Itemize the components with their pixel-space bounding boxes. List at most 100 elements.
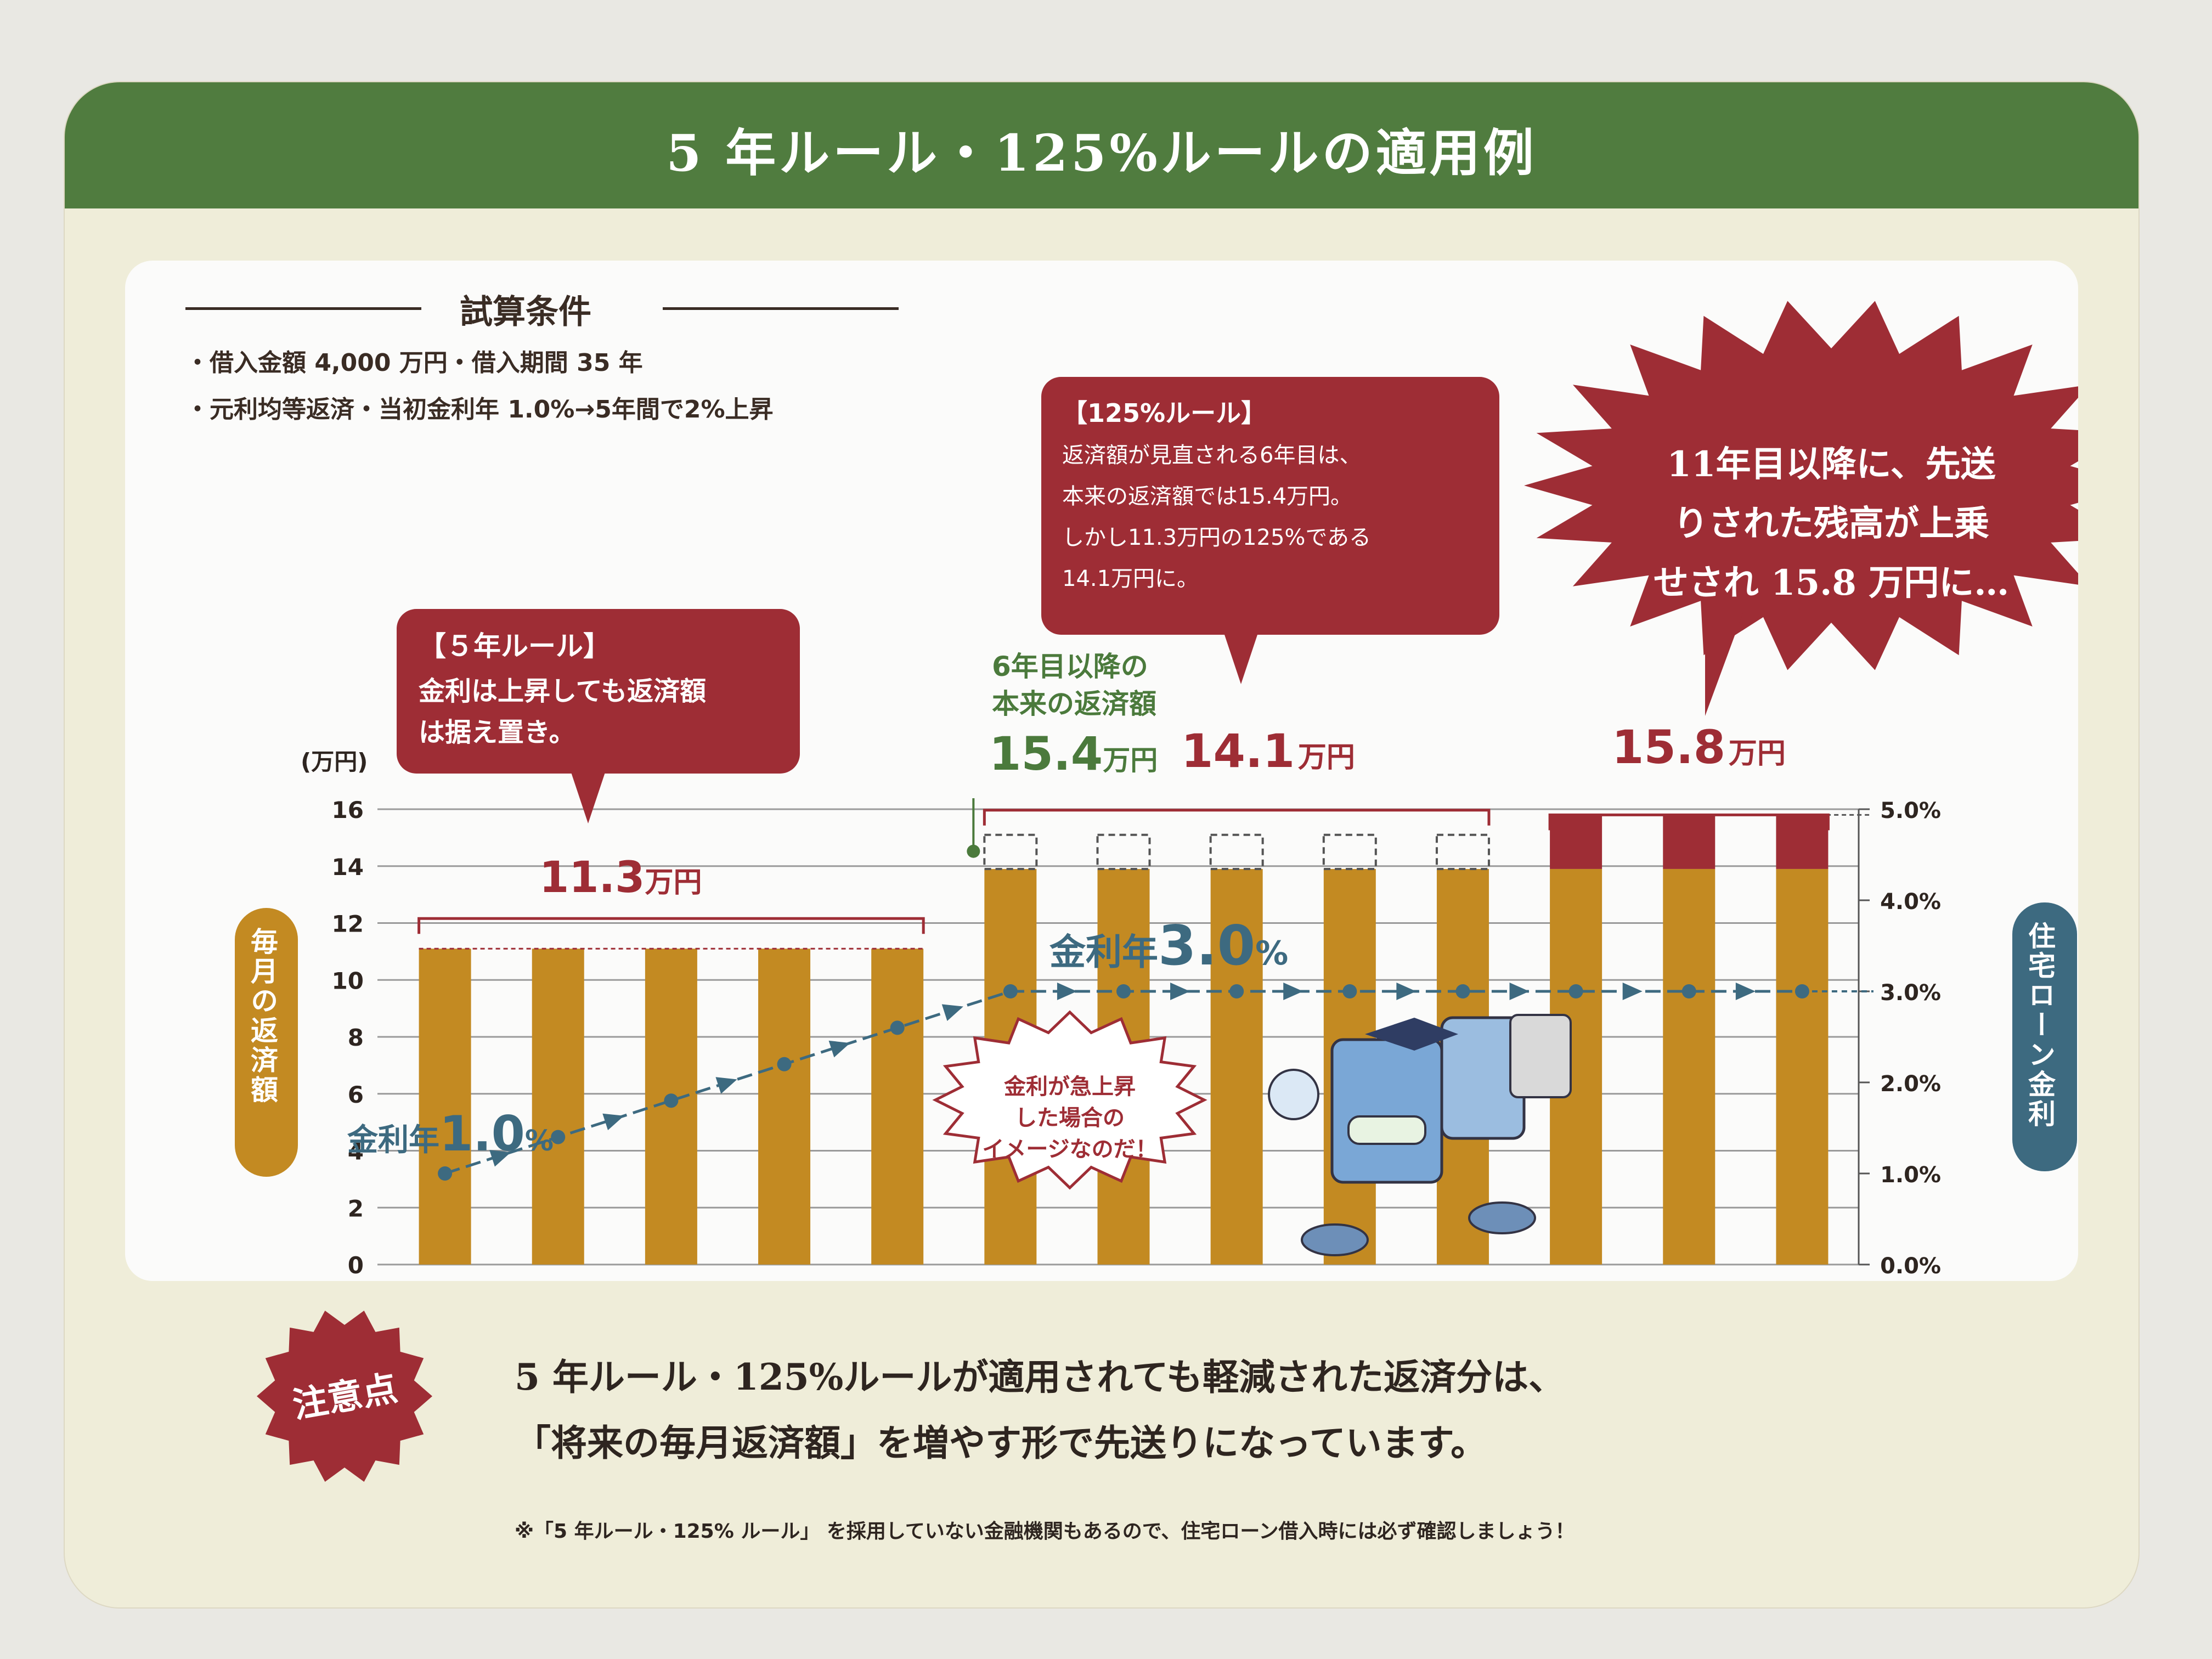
bar-base — [419, 949, 471, 1265]
rule-125-bubble: 【125%ルール】 返済額が見直される6年目は、 本来の返済額では15.4万円。… — [1041, 377, 1499, 635]
conditions-rule-right — [663, 307, 899, 310]
rule-125-line-3: しかし11.3万円の125%である — [1062, 525, 1372, 550]
rate-point — [1003, 984, 1018, 998]
group3-value-label: 15.8 万円 — [1612, 720, 1786, 774]
surprise-text-3: イメージなのだ！ — [982, 1137, 1158, 1162]
mortarboard-icon — [1365, 1018, 1458, 1051]
mascot-character — [1268, 1014, 1572, 1256]
rate-point — [890, 1020, 905, 1035]
burst-line-2: りされた残高が上乗 — [1673, 503, 1989, 544]
original-payment-value: 15.4万円 — [989, 727, 1158, 781]
chart-svg: 02468101214160.0%1.0%2.0%3.0%4.0%5.0%1年目… — [332, 301, 2078, 1279]
rule-125-line-1: 返済額が見直される6年目は、 — [1062, 443, 1362, 468]
original-payment-unit: 万円 — [1103, 744, 1158, 776]
bar-base — [758, 949, 811, 1265]
y2-tick-label: 3.0% — [1880, 980, 1941, 1006]
mascot-foot-right — [1468, 1201, 1536, 1234]
rule-125-title: 【125%ルール】 — [1062, 398, 1267, 428]
conditions-title: 試算条件 — [460, 293, 591, 331]
condition-line-2: ・元利均等返済・当初金利年 1.0%→5年間で2%上昇 — [185, 396, 774, 424]
y2-tick-label: 4.0% — [1880, 889, 1941, 915]
five-year-rule-title: 【５年ルール】 — [419, 630, 611, 662]
y-tick-label: 2 — [348, 1195, 364, 1222]
mascot-mouth — [1347, 1115, 1426, 1145]
surprise-text-2: した場合の — [1015, 1105, 1125, 1131]
rate-point — [1116, 984, 1131, 998]
mascot-foot-left — [1301, 1223, 1369, 1256]
group1-bracket — [417, 917, 925, 934]
rule-125-bubble-tail — [1223, 631, 1259, 684]
surprise-burst — [932, 1010, 1207, 1190]
y-tick-label: 10 — [332, 967, 364, 994]
notice-footnote: ※「5 年ルール・125% ルール」 を採用していない金融機関もあるので、住宅ロ… — [515, 1520, 1575, 1543]
bar-base — [871, 949, 924, 1265]
burst-line-1: 11年目以降に、先送 — [1667, 444, 1996, 485]
group2-value-number: 14.1 — [1181, 724, 1295, 778]
y-axis-pill — [235, 908, 298, 1177]
bar-base — [1776, 868, 1829, 1265]
rate-arrow — [1057, 983, 1077, 1000]
condition-line-1: ・借入金額 4,000 万円・借入期間 35 年 — [185, 349, 643, 377]
notice-badge-shape — [257, 1311, 432, 1482]
rate-point — [551, 1130, 566, 1144]
original-payment-label-2: 本来の返済額 — [992, 688, 1156, 720]
original-payment-number: 15.4 — [989, 727, 1103, 781]
original-payment-label-1: 6年目以降の — [992, 651, 1148, 682]
burst-line-3: せされ 15.8 万円に… — [1653, 562, 2010, 603]
rate-point — [1342, 984, 1357, 998]
group1-value-label: 11.3万円 — [539, 853, 702, 902]
group3-value-unit: 万円 — [1728, 737, 1786, 770]
y2-tick-label: 1.0% — [1880, 1163, 1941, 1188]
rate-point — [1568, 984, 1583, 998]
rate-point — [1795, 984, 1809, 998]
mascot-body — [1330, 1038, 1443, 1184]
rate-point — [1229, 984, 1244, 998]
chart-panel: 02468101214160.0%1.0%2.0%3.0%4.0%5.0%1年目… — [125, 261, 2078, 1281]
group2-value-unit: 万円 — [1297, 741, 1355, 774]
five-year-rule-line-2: は据え置き。 — [419, 717, 575, 748]
burst-tail — [1705, 612, 1743, 716]
bar-base — [532, 949, 584, 1265]
rate-arrow — [1170, 983, 1190, 1000]
bar-base — [1663, 868, 1716, 1265]
group2-value-label: 14.1 万円 — [1181, 724, 1355, 778]
conditions-rule-left — [185, 307, 421, 310]
group1-value-number: 11.3 — [539, 853, 645, 902]
y2-axis-pill — [2012, 902, 2077, 1171]
y-tick-label: 8 — [348, 1024, 364, 1051]
mascot-hand-left — [1268, 1069, 1319, 1120]
y-tick-label: 16 — [332, 797, 364, 823]
group1-value-unit: 万円 — [645, 866, 702, 899]
five-year-rule-bubble: 【５年ルール】 金利は上昇しても返済額 は据え置き。 — [397, 609, 800, 774]
y-tick-label: 0 — [348, 1252, 364, 1279]
y-tick-label: 6 — [348, 1081, 364, 1108]
rate-arrow — [1509, 983, 1530, 1000]
calculator-icon — [1509, 1014, 1572, 1098]
bar-original-outline — [983, 833, 1038, 870]
y-axis-title: 毎月の返済額 — [246, 927, 278, 1105]
y-axis-unit: (万円) — [301, 748, 368, 775]
burst-shape — [1524, 301, 2078, 670]
rate-start-value: 1.0 — [439, 1105, 525, 1162]
rate-end-value: 3.0 — [1158, 913, 1256, 978]
rate-arrow — [1396, 983, 1417, 1000]
rate-point — [438, 1166, 453, 1181]
rate-point — [1681, 984, 1696, 998]
rate-start-prefix: 金利年 — [347, 1122, 439, 1158]
bar-original-outline — [1322, 833, 1377, 870]
bar-carryover — [1550, 815, 1602, 869]
bar-carryover — [1776, 815, 1829, 869]
y2-axis-title: 住宅ローン金利 — [2024, 922, 2056, 1129]
rate-start-label: 金利年1.0% — [347, 1105, 554, 1162]
info-card: 5 年ルール・125%ルールの適用例 0 2 4 6 8 10 12 14 16 0.0% 1.0%… — [65, 82, 2138, 1607]
rate-point — [1455, 984, 1470, 998]
notice-line-2: 「将来の毎月返済額」を増やす形で先送りになっています。 — [515, 1421, 1487, 1464]
y2-tick-label: 2.0% — [1880, 1071, 1941, 1097]
rate-point — [777, 1057, 792, 1071]
group3-bracket — [1548, 813, 1830, 831]
rate-arrow — [1283, 983, 1304, 1000]
y-tick-label: 12 — [332, 911, 364, 938]
page-title: 5 年ルール・125%ルールの適用例 — [666, 123, 1537, 183]
rate-arrow — [828, 1040, 850, 1058]
rate-arrow — [602, 1113, 624, 1131]
